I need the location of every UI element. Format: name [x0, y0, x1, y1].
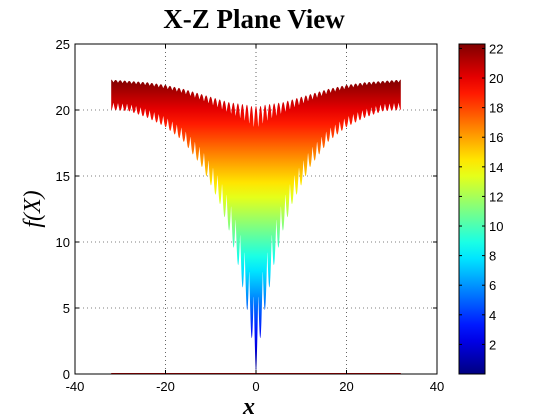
y-tick-label: 10 [56, 235, 70, 250]
colorbar-tick-label: 10 [489, 219, 503, 234]
x-tick-label: 0 [252, 379, 259, 394]
x-axis-label: x [242, 394, 255, 420]
colorbar-tick-label: 14 [489, 160, 503, 175]
colorbar-tick-label: 8 [489, 249, 496, 264]
y-axis-ticks: 0 5 10 15 20 25 [56, 37, 437, 382]
chart-title: X-Z Plane View [163, 4, 345, 34]
colorbar-tick-label: 2 [489, 337, 496, 352]
colorbar-tick-label: 18 [489, 101, 503, 116]
colorbar-tick-label: 16 [489, 130, 503, 145]
y-tick-label: 20 [56, 103, 70, 118]
colorbar [458, 43, 486, 375]
colorbar-tick-label: 6 [489, 278, 496, 293]
x-tick-label: -40 [66, 379, 85, 394]
y-tick-label: 5 [63, 301, 70, 316]
y-axis-label: f(X) [20, 190, 46, 227]
y-tick-label: 0 [63, 367, 70, 382]
surface-fill [111, 79, 401, 374]
colorbar-ticks: 2 4 6 8 10 12 14 16 18 20 22 [459, 41, 503, 352]
y-tick-label: 15 [56, 169, 70, 184]
colorbar-tick-label: 22 [489, 41, 503, 56]
x-tick-label: 40 [430, 379, 444, 394]
x-tick-label: 20 [339, 379, 353, 394]
x-axis-ticks: -40 -20 0 20 40 [66, 44, 444, 394]
colorbar-tick-label: 4 [489, 308, 496, 323]
y-tick-label: 25 [56, 37, 70, 52]
colorbar-tick-label: 12 [489, 189, 503, 204]
x-tick-label: -20 [156, 379, 175, 394]
colorbar-tick-label: 20 [489, 71, 503, 86]
